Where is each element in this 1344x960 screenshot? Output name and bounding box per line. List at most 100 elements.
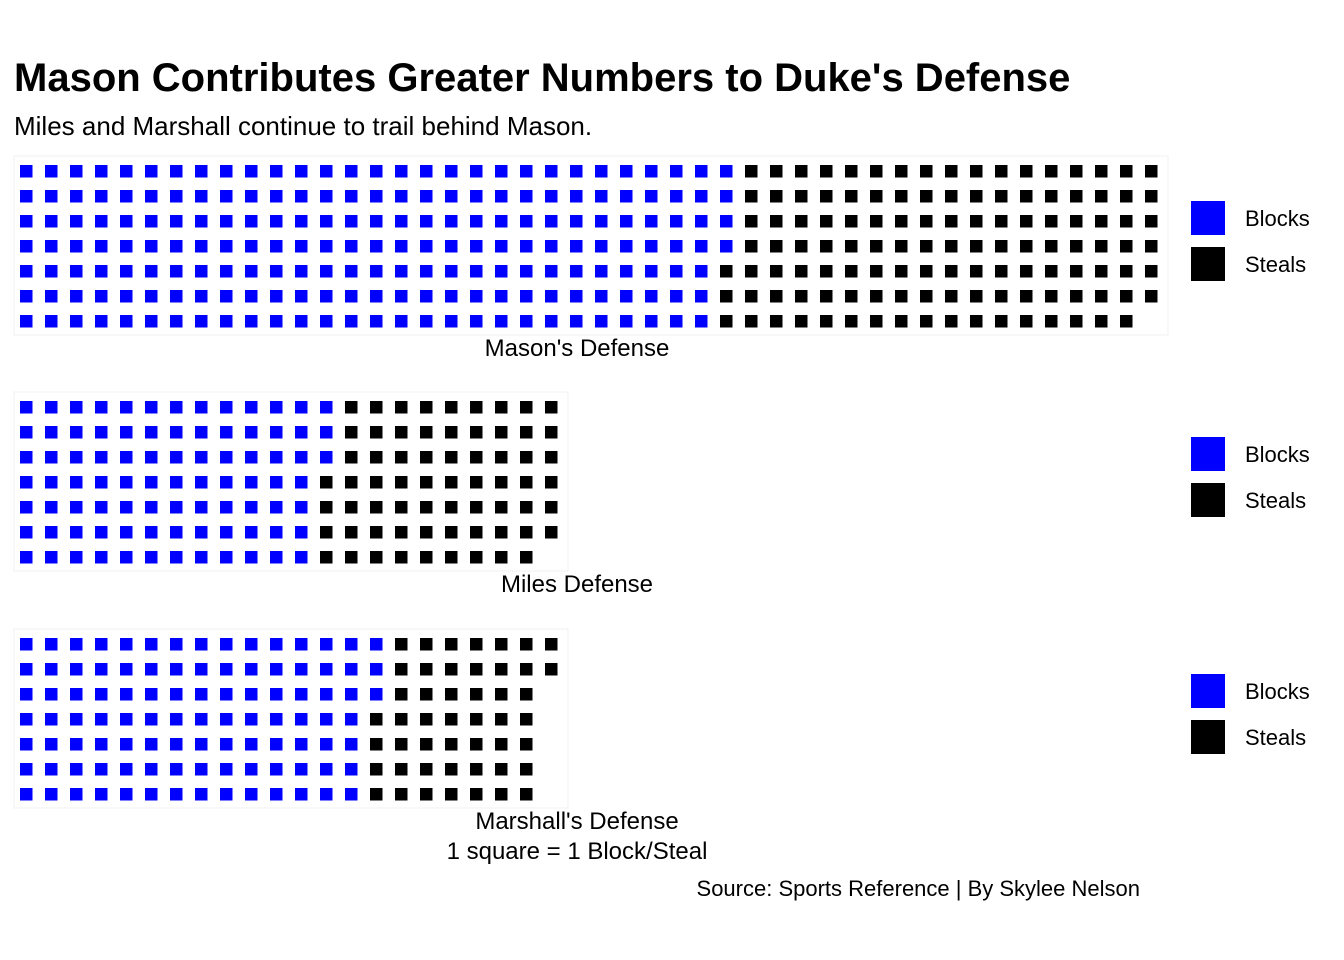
waffle-square-blocks <box>145 526 158 539</box>
waffle-square-blocks <box>270 240 283 253</box>
waffle-square-blocks <box>170 663 183 676</box>
waffle-square-blocks <box>695 290 708 303</box>
panel-legend: Blocks Steals <box>1191 201 1310 281</box>
waffle-square-blocks <box>120 451 133 464</box>
waffle-square-steals <box>520 663 533 676</box>
waffle-square-steals <box>420 526 433 539</box>
waffle-square-steals <box>445 476 458 489</box>
waffle-square-steals <box>745 240 758 253</box>
waffle-square-blocks <box>320 290 333 303</box>
waffle-square-blocks <box>370 215 383 228</box>
waffle-square-blocks <box>245 451 258 464</box>
waffle-square-blocks <box>370 315 383 328</box>
waffle-square-blocks <box>370 290 383 303</box>
waffle-square-steals <box>395 738 408 751</box>
waffle-square-blocks <box>495 265 508 278</box>
waffle-square-blocks <box>220 240 233 253</box>
waffle-square-steals <box>495 476 508 489</box>
waffle-square-blocks <box>370 165 383 178</box>
waffle-square-blocks <box>145 165 158 178</box>
waffle-square-steals <box>520 551 533 564</box>
waffle-square-blocks <box>70 240 83 253</box>
waffle-square-blocks <box>320 688 333 701</box>
waffle-square-steals <box>520 426 533 439</box>
waffle-square-blocks <box>120 165 133 178</box>
waffle-square-steals <box>720 290 733 303</box>
waffle-panel: Marshall's Defense 1 square = 1 Block/Ste… <box>13 628 1310 865</box>
waffle-square-blocks <box>520 315 533 328</box>
waffle-square-blocks <box>295 738 308 751</box>
waffle-square-steals <box>1095 165 1108 178</box>
waffle-square-blocks <box>20 165 33 178</box>
waffle-square-blocks <box>95 663 108 676</box>
waffle-square-steals <box>820 240 833 253</box>
waffle-square-blocks <box>620 190 633 203</box>
unit-note: 1 square = 1 Block/Steal <box>447 838 708 865</box>
waffle-square-steals <box>920 190 933 203</box>
waffle-square-steals <box>1070 315 1083 328</box>
waffle-square-blocks <box>70 265 83 278</box>
waffle-square-blocks <box>445 290 458 303</box>
waffle-square-blocks <box>120 315 133 328</box>
waffle-square-steals <box>995 265 1008 278</box>
waffle-square-blocks <box>45 451 58 464</box>
waffle-square-steals <box>1045 165 1058 178</box>
waffle-square-blocks <box>145 426 158 439</box>
waffle-square-blocks <box>470 190 483 203</box>
waffle-square-blocks <box>45 688 58 701</box>
waffle-square-blocks <box>20 638 33 651</box>
waffle-square-steals <box>520 638 533 651</box>
waffle-square-steals <box>395 663 408 676</box>
waffle-square-blocks <box>670 190 683 203</box>
waffle-square-blocks <box>170 551 183 564</box>
waffle-square-blocks <box>95 451 108 464</box>
waffle-square-blocks <box>595 240 608 253</box>
waffle-square-blocks <box>245 663 258 676</box>
waffle-square-blocks <box>170 638 183 651</box>
waffle-square-steals <box>420 713 433 726</box>
waffle-square-steals <box>870 315 883 328</box>
waffle-square-blocks <box>345 290 358 303</box>
waffle-square-blocks <box>195 315 208 328</box>
waffle-square-blocks <box>20 663 33 676</box>
waffle-square-steals <box>520 738 533 751</box>
waffle-square-blocks <box>195 526 208 539</box>
waffle-square-steals <box>770 165 783 178</box>
waffle-square-blocks <box>220 763 233 776</box>
waffle-square-blocks <box>270 738 283 751</box>
waffle-square-blocks <box>245 738 258 751</box>
panel-label: Marshall's Defense <box>475 808 678 835</box>
waffle-square-blocks <box>245 215 258 228</box>
waffle-square-blocks <box>570 265 583 278</box>
waffle-square-steals <box>1070 265 1083 278</box>
waffle-square-steals <box>970 240 983 253</box>
waffle-square-steals <box>1045 240 1058 253</box>
waffle-square-blocks <box>20 738 33 751</box>
waffle-square-steals <box>545 526 558 539</box>
panel-frame <box>13 391 569 572</box>
waffle-square-steals <box>795 290 808 303</box>
waffle-square-steals <box>995 240 1008 253</box>
waffle-square-blocks <box>720 190 733 203</box>
waffle-square-steals <box>920 265 933 278</box>
waffle-square-steals <box>1070 240 1083 253</box>
waffle-square-steals <box>820 315 833 328</box>
waffle-square-blocks <box>20 476 33 489</box>
waffle-square-blocks <box>245 526 258 539</box>
waffle-square-steals <box>770 265 783 278</box>
waffle-square-steals <box>1145 190 1158 203</box>
waffle-square-steals <box>920 290 933 303</box>
waffle-square-blocks <box>120 476 133 489</box>
waffle-square-blocks <box>595 165 608 178</box>
waffle-square-blocks <box>370 240 383 253</box>
panel-frame <box>13 628 569 809</box>
waffle-square-blocks <box>220 738 233 751</box>
waffle-square-blocks <box>220 265 233 278</box>
waffle-square-blocks <box>145 738 158 751</box>
waffle-square-blocks <box>120 290 133 303</box>
waffle-square-steals <box>1045 315 1058 328</box>
waffle-square-steals <box>370 738 383 751</box>
waffle-square-blocks <box>95 190 108 203</box>
waffle-square-steals <box>320 476 333 489</box>
waffle-square-steals <box>1095 265 1108 278</box>
